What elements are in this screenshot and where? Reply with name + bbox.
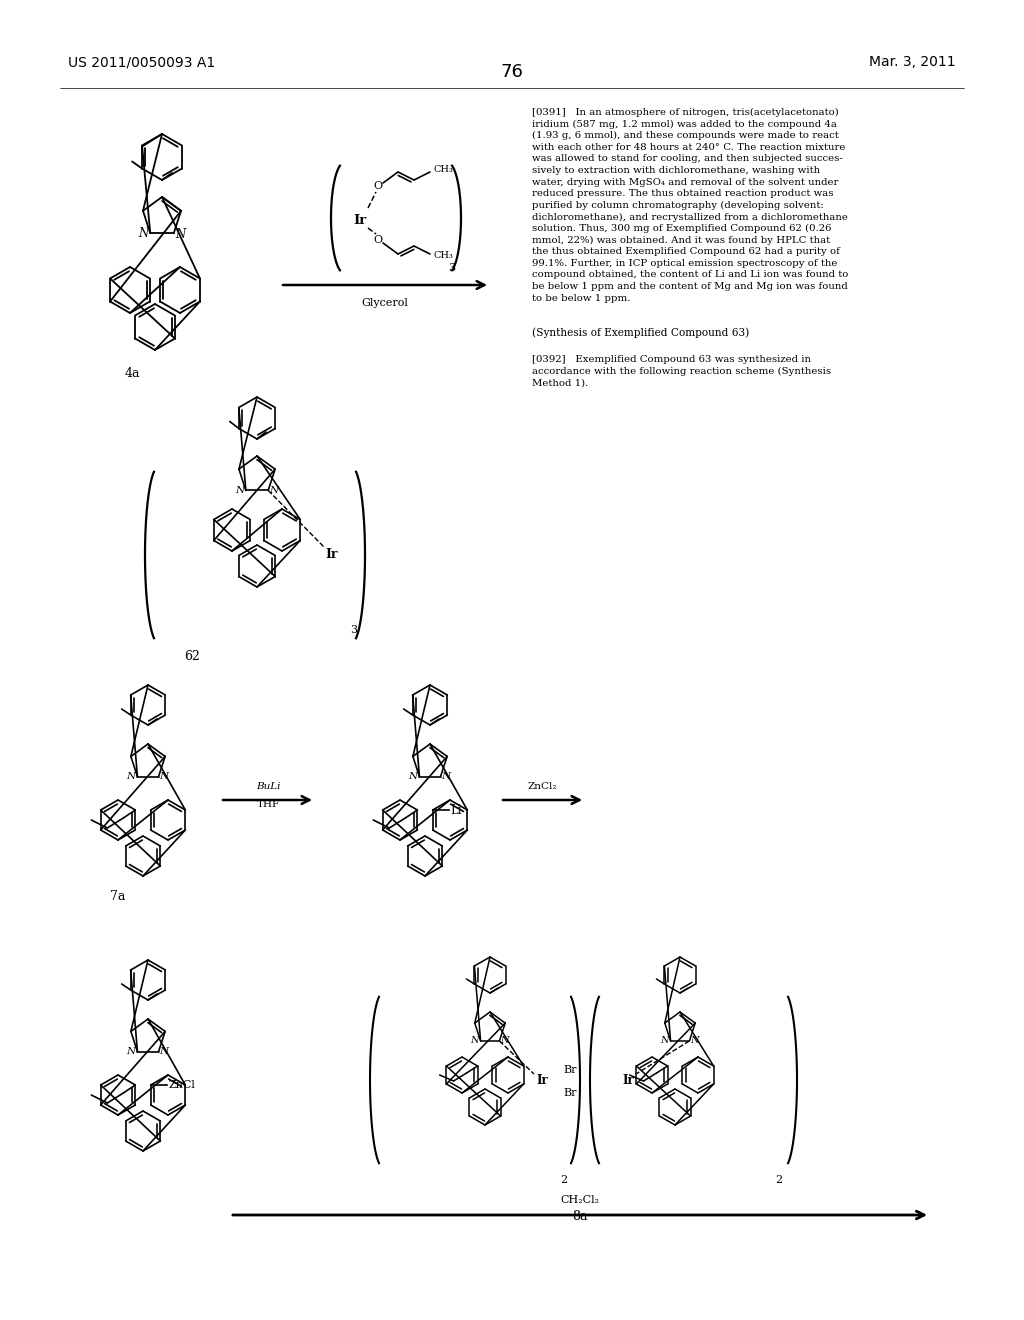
Text: CH₂Cl₂: CH₂Cl₂: [560, 1195, 599, 1205]
Text: the thus obtained Exemplified Compound 62 had a purity of: the thus obtained Exemplified Compound 6…: [532, 247, 840, 256]
Text: [0392]   Exemplified Compound 63 was synthesized in: [0392] Exemplified Compound 63 was synth…: [532, 355, 811, 364]
Text: ZnCl: ZnCl: [169, 1080, 196, 1090]
Text: reduced pressure. The thus obtained reaction product was: reduced pressure. The thus obtained reac…: [532, 189, 834, 198]
Text: N: N: [160, 1047, 169, 1056]
Text: Ir: Ir: [353, 214, 367, 227]
Text: to be below 1 ppm.: to be below 1 ppm.: [532, 293, 631, 302]
Text: N: N: [234, 486, 244, 495]
Text: 8a: 8a: [572, 1210, 588, 1224]
Text: 76: 76: [501, 63, 523, 81]
Text: N: N: [690, 1036, 699, 1045]
Text: N: N: [470, 1036, 478, 1045]
Text: sively to extraction with dichloromethane, washing with: sively to extraction with dichloromethan…: [532, 166, 820, 176]
Text: N: N: [126, 772, 135, 781]
Text: solution. Thus, 300 mg of Exemplified Compound 62 (0.26: solution. Thus, 300 mg of Exemplified Co…: [532, 224, 831, 234]
Text: 4a: 4a: [124, 367, 139, 380]
Text: Br: Br: [563, 1065, 577, 1074]
Text: BuLi: BuLi: [256, 781, 281, 791]
Text: 2: 2: [560, 1175, 567, 1185]
Text: 2: 2: [775, 1175, 782, 1185]
Text: 62: 62: [184, 649, 200, 663]
Text: dichloromethane), and recrystallized from a dichloromethane: dichloromethane), and recrystallized fro…: [532, 213, 848, 222]
Text: O: O: [374, 181, 383, 191]
Text: N: N: [660, 1036, 669, 1045]
Text: 3: 3: [449, 263, 455, 273]
Text: ZnCl₂: ZnCl₂: [527, 781, 557, 791]
Text: be below 1 ppm and the content of Mg and Mg ion was found: be below 1 ppm and the content of Mg and…: [532, 282, 848, 290]
Text: purified by column chromatography (developing solvent:: purified by column chromatography (devel…: [532, 201, 823, 210]
Text: mmol, 22%) was obtained. And it was found by HPLC that: mmol, 22%) was obtained. And it was foun…: [532, 235, 830, 244]
Text: N: N: [126, 1047, 135, 1056]
Text: Li: Li: [451, 804, 462, 817]
Text: N: N: [269, 486, 279, 495]
Text: N: N: [138, 227, 148, 240]
Text: Br: Br: [563, 1088, 577, 1098]
Text: 3: 3: [350, 624, 357, 635]
Text: iridium (587 mg, 1.2 mmol) was added to the compound 4a: iridium (587 mg, 1.2 mmol) was added to …: [532, 120, 837, 129]
Text: with each other for 48 hours at 240° C. The reaction mixture: with each other for 48 hours at 240° C. …: [532, 143, 846, 152]
Text: 99.1%. Further, in ICP optical emission spectroscopy of the: 99.1%. Further, in ICP optical emission …: [532, 259, 838, 268]
Text: Ir: Ir: [537, 1073, 548, 1086]
Text: accordance with the following reaction scheme (Synthesis: accordance with the following reaction s…: [532, 367, 831, 376]
Text: Mar. 3, 2011: Mar. 3, 2011: [869, 55, 956, 69]
Text: Ir: Ir: [623, 1073, 634, 1086]
Text: N: N: [501, 1036, 509, 1045]
Text: O: O: [374, 235, 383, 246]
Text: CH₃: CH₃: [433, 252, 453, 260]
Text: N: N: [175, 227, 185, 240]
Text: water, drying with MgSO₄ and removal of the solvent under: water, drying with MgSO₄ and removal of …: [532, 178, 839, 186]
Text: was allowed to stand for cooling, and then subjected succes-: was allowed to stand for cooling, and th…: [532, 154, 843, 164]
Text: Glycerol: Glycerol: [361, 298, 409, 308]
Text: US 2011/0050093 A1: US 2011/0050093 A1: [68, 55, 215, 69]
Text: CH₃: CH₃: [433, 165, 453, 174]
Text: THF: THF: [256, 800, 280, 809]
Text: N: N: [409, 772, 418, 781]
Text: 7a: 7a: [111, 890, 126, 903]
Text: Method 1).: Method 1).: [532, 379, 589, 387]
Text: [0391]   In an atmosphere of nitrogen, tris(acetylacetonato): [0391] In an atmosphere of nitrogen, tri…: [532, 108, 839, 117]
Text: N: N: [160, 772, 169, 781]
Text: (1.93 g, 6 mmol), and these compounds were made to react: (1.93 g, 6 mmol), and these compounds we…: [532, 131, 839, 140]
Text: Ir: Ir: [326, 549, 338, 561]
Text: (Synthesis of Exemplified Compound 63): (Synthesis of Exemplified Compound 63): [532, 327, 750, 338]
Text: N: N: [441, 772, 451, 781]
Text: compound obtained, the content of Li and Li ion was found to: compound obtained, the content of Li and…: [532, 271, 848, 280]
